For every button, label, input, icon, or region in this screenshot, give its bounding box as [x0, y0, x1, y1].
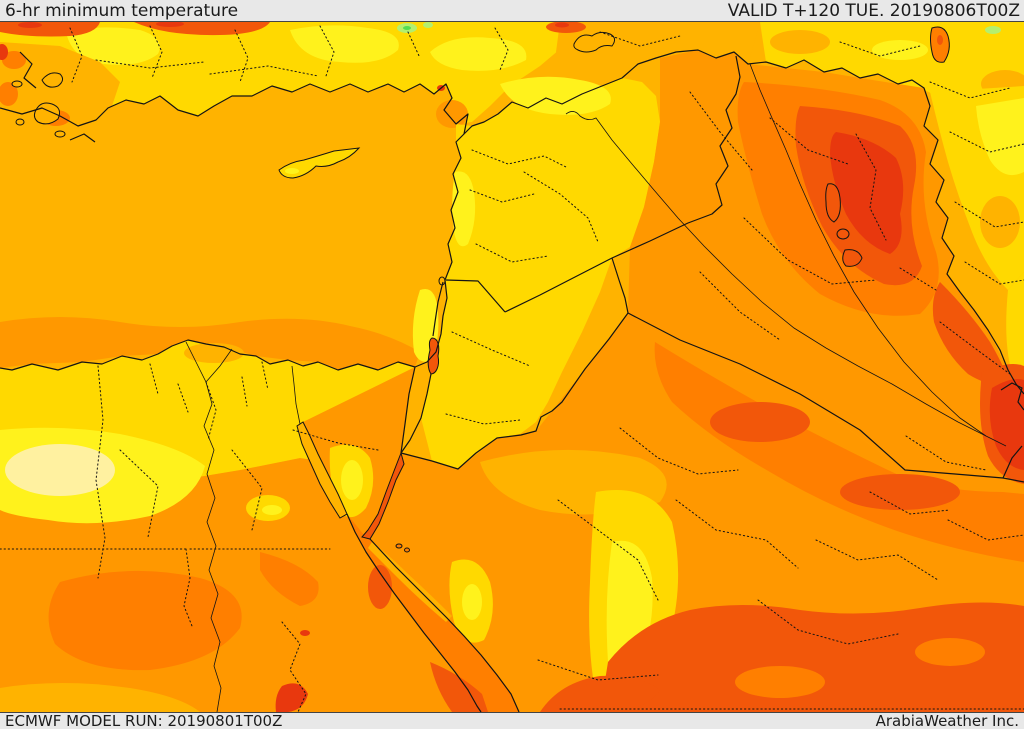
admin-egypt	[95, 361, 379, 712]
zagros-amber	[980, 196, 1020, 248]
lake-tharthar	[825, 183, 841, 223]
admin-iraq	[689, 91, 937, 341]
suez-canal	[291, 365, 301, 425]
coast-red-blob	[275, 683, 308, 712]
sanafir-island	[404, 547, 410, 553]
admin-saudi	[537, 427, 1024, 710]
euphrates-river	[565, 111, 987, 437]
jordan-saudi-border	[400, 312, 629, 470]
zagros-bright	[976, 98, 1024, 176]
saudi-bottom-dark	[600, 602, 1024, 712]
lake-urmia-speck	[937, 35, 943, 45]
top-red-2	[156, 22, 184, 27]
saudi-bottom-deep-2	[915, 638, 985, 666]
hejaz-coast-bright	[462, 584, 482, 620]
aegean-deep-3	[2, 51, 26, 69]
aegean-amber	[0, 42, 120, 132]
aegean-island-1	[41, 72, 64, 88]
van-red	[555, 22, 569, 28]
lake-razzazah	[842, 249, 863, 267]
temperature-fill-layers	[0, 22, 1024, 712]
aegean-island-3	[11, 80, 23, 88]
lakes-layer	[296, 26, 950, 553]
admin-iran	[929, 81, 1024, 375]
cyprus-island	[278, 147, 361, 179]
borders-layer	[0, 49, 1024, 712]
anatolia-bright-3	[430, 37, 527, 71]
aegean-deep-1	[0, 82, 18, 106]
egypt-sw-amber	[0, 683, 200, 712]
coast-red-speck	[300, 630, 310, 636]
model-run-label: ECMWF MODEL RUN: 20190801T00Z	[5, 712, 283, 729]
map-title: 6-hr minimum temperature	[5, 0, 239, 21]
levant-gold	[421, 78, 660, 469]
redsea-hills-bright	[262, 505, 282, 515]
egypt-sudan-border	[0, 548, 331, 627]
aegean-island-2	[33, 102, 60, 125]
anatolia-bright-2	[290, 25, 399, 63]
aleppo-bright	[500, 76, 611, 115]
lake-habbaniyah	[836, 228, 850, 240]
west-turkey-coast-detail	[19, 51, 96, 143]
levant-egypt-coast	[0, 133, 465, 371]
red-sea-west-coast	[346, 513, 482, 712]
nile-delta-amber	[184, 343, 244, 363]
admin-syria	[469, 149, 599, 263]
attribution-label: ArabiaWeather Inc.	[875, 712, 1019, 729]
admin-boundaries-layer	[0, 25, 1024, 712]
tiran-island	[395, 543, 403, 549]
ne-amber-1	[770, 30, 830, 54]
bottom-center-dark	[540, 675, 660, 712]
map-canvas	[0, 22, 1024, 712]
gulf-of-aqaba	[361, 451, 405, 540]
israel-egypt-border	[400, 366, 416, 454]
green-spot-3	[985, 26, 1001, 34]
jordan-valley-line	[400, 281, 444, 454]
tigris-river	[749, 63, 1007, 447]
aegean-island-5	[15, 118, 25, 126]
iraq-red-core	[830, 132, 904, 254]
gulf-of-suez	[296, 421, 348, 519]
green-spot-2	[423, 22, 433, 28]
ataturk-reservoir	[573, 31, 616, 53]
zagros-gold-south	[1006, 272, 1024, 384]
aegean-red	[0, 44, 8, 60]
gulf-red-core	[989, 379, 1024, 470]
dead-sea	[427, 337, 440, 375]
saudi-dark-1	[710, 402, 810, 442]
top-red-1	[18, 22, 42, 28]
ne-bright	[872, 40, 928, 60]
footer-bar: ECMWF MODEL RUN: 20190801T00Z ArabiaWeat…	[0, 712, 1024, 729]
turkey-coast-and-borders	[0, 49, 1024, 395]
rivers-layer	[185, 63, 1007, 712]
redsea-hills-deep	[260, 552, 319, 606]
valid-time-label: VALID T+120 TUE. 20190806T00Z	[727, 0, 1020, 21]
saudi-iraq-border	[627, 312, 1024, 483]
syria-jordan-iraq-borders	[445, 55, 741, 314]
header-bar: 6-hr minimum temperature VALID T+120 TUE…	[0, 0, 1024, 22]
kuwait-border	[1000, 382, 1024, 411]
admin-turkey	[69, 25, 921, 83]
anatolia-bright-1	[66, 27, 160, 65]
egypt-deep-blob	[48, 570, 242, 671]
temperature-map	[0, 22, 1024, 712]
red-sea-east-coast	[369, 538, 520, 712]
egypt-pale-core	[5, 444, 115, 496]
admin-jordan	[445, 331, 531, 425]
green-spot-1-core	[403, 26, 411, 30]
sinai-bright	[341, 460, 363, 500]
lower-iraq-dark	[932, 282, 1010, 385]
nile-river	[185, 341, 233, 712]
aegean-island-4	[54, 130, 66, 138]
red-sea-dark-1	[368, 565, 392, 609]
saudi-dark-2	[840, 474, 960, 510]
iskenderun-orange	[436, 100, 468, 128]
saudi-bottom-deep-1	[735, 666, 825, 698]
cyprus-bright-spot	[285, 168, 299, 174]
